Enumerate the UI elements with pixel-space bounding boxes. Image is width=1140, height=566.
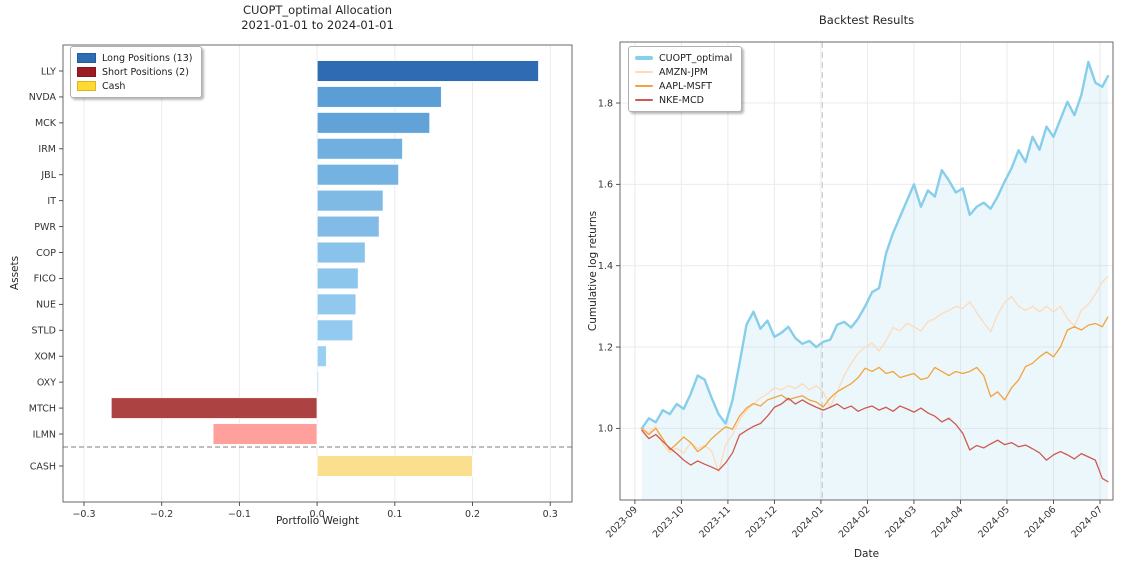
allocation-y-tick-NVDA: NVDA <box>29 92 57 103</box>
backtest-x-tick: 2024-01 <box>790 504 826 540</box>
allocation-y-tick-OXY: OXY <box>37 377 56 388</box>
legend-label: CUOPT_optimal <box>659 52 733 64</box>
backtest-xlabel: Date <box>853 548 880 560</box>
legend-label: Cash <box>102 80 126 92</box>
backtest-x-tick: 2024-02 <box>837 504 873 540</box>
backtest-x-tick: 2023-09 <box>604 504 640 540</box>
allocation-bar-IT <box>316 189 384 212</box>
allocation-bar-IRM <box>316 137 404 160</box>
legend-item: Cash <box>77 79 192 93</box>
legend-swatch-icon <box>77 53 96 63</box>
allocation-plot: −0.3 −0.2 −0.1 0.0 0.1 0.2 0.3 LLY NVDA MCK IRM JBL… <box>29 44 573 520</box>
backtest-x-tick: 2024-03 <box>883 504 919 540</box>
legend-label: Long Positions (13) <box>102 52 193 64</box>
allocation-y-tick-NUE: NUE <box>36 300 56 311</box>
backtest-legend: CUOPT_optimal AMZN-JPM AAPL-MSFT NKE-MCD <box>628 46 743 112</box>
backtest-y-tick: 1.4 <box>598 261 613 272</box>
allocation-bar-MCK <box>316 111 431 134</box>
allocation-bar-COP <box>316 241 366 264</box>
allocation-bar-PWR <box>316 215 380 238</box>
allocation-y-tick-CASH: CASH <box>30 461 56 472</box>
series-line-AMZN-JPM <box>641 276 1109 473</box>
allocation-ylabel: Assets <box>9 255 21 291</box>
backtest-x-tick: 2024-05 <box>976 504 1012 540</box>
allocation-bar-ILMN <box>212 423 318 446</box>
allocation-bar-NUE <box>316 293 357 316</box>
allocation-bar-MTCH <box>110 397 318 420</box>
backtest-x-tick: 2023-10 <box>651 504 687 540</box>
allocation-bar-LLY <box>316 60 540 82</box>
backtest-y-tick: 1.8 <box>598 98 613 109</box>
backtest-x-tick: 2024-04 <box>930 504 966 540</box>
backtest-ylabel: Cumulative log returns <box>587 210 599 332</box>
series-line-AAPL-MSFT <box>641 316 1109 453</box>
allocation-bar-STLD <box>316 319 354 342</box>
allocation-y-tick-MCK: MCK <box>35 118 57 129</box>
backtest-y-tick: 1.2 <box>598 342 613 353</box>
backtest-chart-title: Backtest Results <box>818 13 915 27</box>
allocation-y-tick-FICO: FICO <box>34 274 56 285</box>
legend-item: CUOPT_optimal <box>635 51 732 65</box>
legend-swatch-icon <box>77 67 96 77</box>
allocation-y-tick-MTCH: MTCH <box>29 403 56 414</box>
legend-line-swatch-icon <box>635 85 653 87</box>
series-line-NKE-MCD <box>641 397 1109 483</box>
legend-line-swatch-icon <box>635 99 653 101</box>
legend-label: AMZN-JPM <box>659 66 708 78</box>
allocation-y-tick-STLD: STLD <box>32 326 56 337</box>
legend-item: Short Positions (2) <box>77 65 192 79</box>
allocation-chart-title: CUOPT_optimal Allocation 2021-01-01 to 2… <box>63 3 572 33</box>
allocation-x-tick: −0.1 <box>228 509 251 520</box>
legend-label: Short Positions (2) <box>102 66 189 78</box>
allocation-legend: Long Positions (13) Short Positions (2) Ca… <box>70 46 203 98</box>
allocation-x-tick: 0.1 <box>387 509 402 520</box>
allocation-x-tick: 0.3 <box>543 509 558 520</box>
backtest-x-tick: 2023-12 <box>744 504 780 540</box>
legend-label: AAPL-MSFT <box>659 80 712 92</box>
legend-line-swatch-icon <box>635 56 653 60</box>
allocation-bar-OXY <box>316 371 320 394</box>
legend-item: NKE-MCD <box>635 93 732 107</box>
allocation-bar-NVDA <box>316 85 442 108</box>
allocation-x-tick: −0.2 <box>150 509 173 520</box>
legend-swatch-icon <box>77 81 96 91</box>
allocation-bar-XOM <box>316 345 327 368</box>
allocation-x-tick: 0.2 <box>465 509 480 520</box>
cuopt-fill-area <box>641 61 1108 501</box>
legend-item: AAPL-MSFT <box>635 79 732 93</box>
allocation-x-tick: −0.3 <box>72 509 95 520</box>
backtest-x-tick: 2023-11 <box>697 504 733 540</box>
allocation-y-tick-ILMN: ILMN <box>33 429 56 440</box>
allocation-y-tick-COP: COP <box>36 248 56 259</box>
backtest-y-tick: 1.6 <box>598 180 613 191</box>
legend-line-swatch-icon <box>635 71 653 73</box>
allocation-title-line1: CUOPT_optimal Allocation <box>242 3 393 17</box>
allocation-bar-FICO <box>316 267 359 290</box>
allocation-xlabel: Portfolio Weight <box>275 515 360 527</box>
allocation-y-tick-XOM: XOM <box>34 352 56 363</box>
allocation-bar-CASH <box>316 455 474 477</box>
allocation-y-tick-IT: IT <box>47 196 56 207</box>
allocation-y-tick-LLY: LLY <box>41 66 56 77</box>
backtest-y-tick: 1.0 <box>598 424 613 435</box>
legend-label: NKE-MCD <box>659 94 704 106</box>
legend-item: AMZN-JPM <box>635 65 732 79</box>
legend-item: Long Positions (13) <box>77 51 192 65</box>
backtest-x-tick: 2024-07 <box>1069 504 1105 540</box>
allocation-y-tick-IRM: IRM <box>38 144 56 155</box>
series-line-CUOPT_optimal <box>640 60 1110 430</box>
allocation-y-tick-JBL: JBL <box>40 170 56 181</box>
allocation-y-tick-PWR: PWR <box>34 222 56 233</box>
allocation-x-tick: 0.0 <box>310 509 325 520</box>
allocation-bar-JBL <box>316 163 400 186</box>
allocation-title-line2: 2021-01-01 to 2024-01-01 <box>241 17 394 32</box>
backtest-plot: 1.0 1.2 1.4 1.6 1.8 2023-09 2023-10 2023-11 2023… <box>598 41 1114 540</box>
backtest-x-tick: 2024-06 <box>1023 504 1059 540</box>
